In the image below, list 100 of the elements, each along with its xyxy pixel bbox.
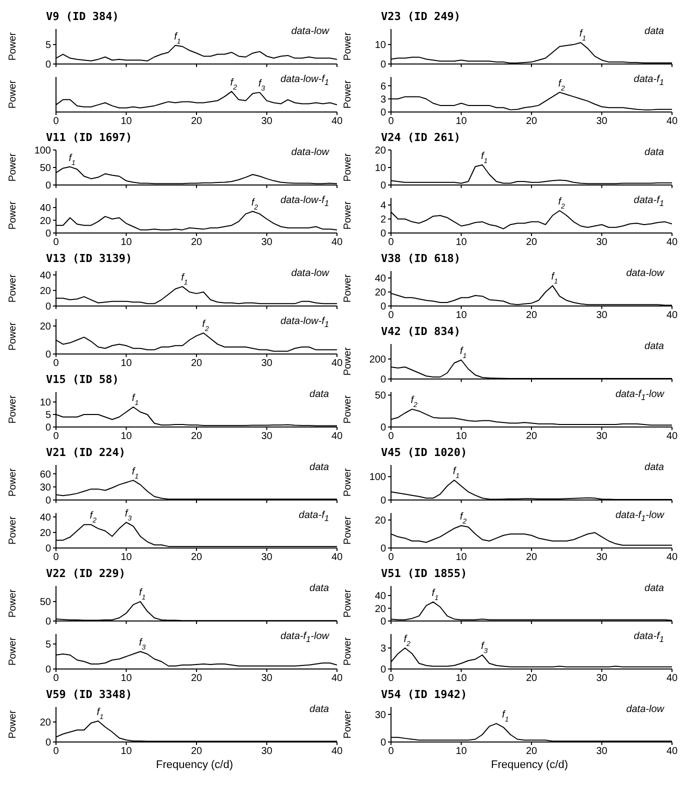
annotation: f$_{1}$	[579, 28, 586, 42]
x-tick-label: 0	[53, 746, 60, 758]
x-tick-label: 0	[53, 358, 60, 370]
annotation: f$_{1}$	[68, 152, 76, 166]
annotation: data-low-f$_{1}$	[280, 316, 329, 329]
y-tick-label: 100	[34, 146, 52, 157]
x-axis-title: Frequency (c/d)	[154, 759, 234, 772]
x-tick-label: 40	[666, 431, 678, 442]
x-tick-label: 20	[190, 552, 202, 564]
x-tick-label: 10	[456, 673, 468, 684]
annotation: f$_{1}$	[502, 710, 509, 724]
annotation: data	[644, 583, 664, 594]
x-tick-label: 0	[388, 431, 394, 442]
annotation: f$_{2}$	[558, 196, 566, 210]
x-tick-label: 40	[666, 673, 678, 684]
x-tick-label: 40	[666, 237, 678, 248]
x-tick-label: 20	[190, 116, 202, 128]
annotation: f$_{2}$	[460, 512, 467, 526]
x-tick-label: 10	[120, 358, 132, 370]
y-tick-label: 0	[380, 664, 386, 676]
y-tick-label: 60	[40, 469, 52, 480]
y-tick-label: 0	[45, 228, 52, 240]
y-tick-label: 40	[374, 274, 386, 285]
chart-title: V45 (ID 1020)	[381, 446, 468, 459]
x-tick-label: 10	[120, 552, 132, 564]
y-tick-label: 0	[45, 664, 52, 676]
y-tick-label: 30	[40, 482, 52, 494]
y-tick-label: 10	[374, 163, 386, 174]
y-tick-label: 0	[45, 302, 52, 313]
x-tick-label: 10	[120, 116, 132, 128]
x-tick-label: 20	[526, 237, 538, 248]
x-tick-label: 0	[53, 431, 60, 442]
annotation: data-low-f$_{1}$	[280, 195, 329, 208]
annotation: f$_{3}$	[258, 78, 266, 92]
y-axis-title: Power	[342, 516, 354, 545]
x-tick-label: 30	[261, 746, 273, 758]
x-tick-label: 20	[526, 552, 538, 564]
y-tick-label: 5	[45, 40, 52, 52]
x-tick-label: 20	[526, 431, 538, 442]
y-tick-label: 2	[380, 214, 386, 226]
x-tick-label: 40	[666, 310, 678, 322]
x-tick-label: 30	[596, 746, 608, 758]
x-tick-label: 30	[261, 552, 273, 564]
x-tick-label: 10	[120, 237, 132, 248]
y-tick-label: 30	[374, 710, 386, 721]
y-tick-label: 0	[45, 422, 52, 434]
x-tick-label: 10	[120, 746, 132, 758]
annotation: data-f$_{1}$-low	[615, 389, 664, 402]
y-tick-label: 5	[45, 640, 52, 651]
x-tick-label: 20	[526, 310, 538, 322]
annotation: data-f$_{1}$-low	[280, 631, 329, 644]
annotation: f$_{1}$	[551, 272, 558, 286]
y-axis-title: Power	[8, 394, 19, 424]
y-axis-title: Power	[8, 588, 19, 618]
annotation: f$_{2}$	[558, 78, 566, 92]
x-tick-label: 0	[388, 552, 394, 564]
x-tick-label: 40	[666, 552, 678, 564]
chart-title: V54 (ID 1942)	[381, 688, 468, 701]
x-tick-label: 40	[331, 237, 343, 248]
x-tick-label: 10	[456, 116, 468, 128]
x-tick-label: 30	[261, 237, 273, 248]
x-tick-label: 30	[261, 673, 273, 684]
y-tick-label: 40	[40, 203, 52, 214]
y-tick-label: 3	[380, 94, 386, 106]
x-tick-label: 40	[666, 746, 678, 758]
x-tick-label: 0	[53, 673, 60, 684]
x-tick-label: 0	[53, 116, 60, 128]
annotation: data-low	[291, 26, 329, 37]
annotation: f$_{2}$	[90, 510, 97, 524]
x-tick-label: 40	[331, 552, 343, 564]
x-tick-label: 20	[526, 116, 538, 128]
y-axis-title: Power	[342, 32, 354, 61]
chart-title: V23 (ID 249)	[381, 10, 462, 23]
x-tick-label: 40	[331, 673, 343, 684]
annotation: f$_{1}$	[480, 150, 488, 164]
x-tick-label: 0	[53, 552, 60, 564]
chart-title: V42 (ID 834)	[381, 325, 462, 338]
y-tick-label: 20	[374, 604, 386, 615]
chart-title: V24 (ID 261)	[381, 131, 462, 144]
y-tick-label: 200	[369, 354, 386, 366]
y-tick-label: 0	[45, 544, 52, 555]
y-tick-label: 0	[380, 108, 386, 119]
annotation: f$_{1}$	[132, 393, 139, 406]
annotation: f$_{1}$	[181, 272, 188, 286]
annotation: data	[644, 147, 664, 158]
annotation: f$_{1}$	[452, 466, 460, 480]
y-tick-label: 0	[45, 180, 52, 192]
annotation: data	[644, 341, 664, 352]
x-tick-label: 20	[190, 673, 202, 684]
annotation: data-f$_{1}$	[634, 74, 664, 87]
y-axis-title: Power	[8, 636, 19, 666]
annotation: f$_{3}$	[138, 638, 146, 651]
annotation: f$_{3}$	[124, 508, 132, 522]
y-tick-label: 20	[40, 286, 52, 297]
y-tick-label: 0	[380, 544, 386, 555]
annotation: data	[310, 389, 329, 400]
x-tick-label: 0	[388, 237, 394, 248]
y-axis-title: Power	[8, 152, 19, 182]
y-tick-label: 0	[380, 374, 386, 386]
y-tick-label: 20	[374, 146, 386, 157]
